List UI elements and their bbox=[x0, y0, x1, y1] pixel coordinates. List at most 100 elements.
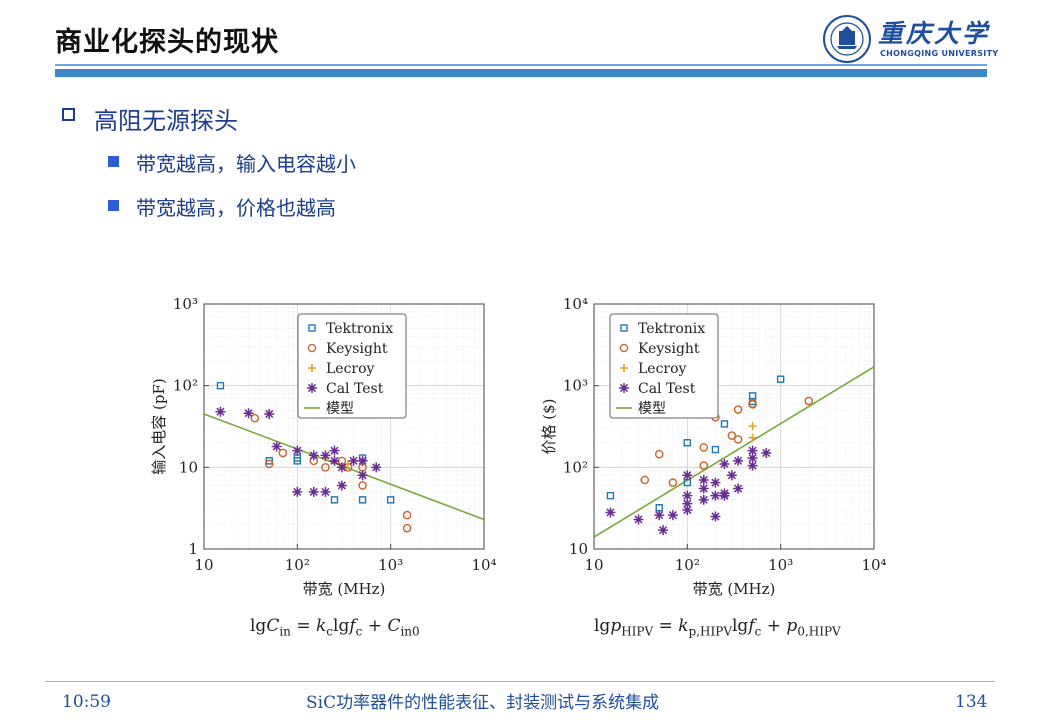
point-cal-test bbox=[336, 462, 347, 473]
point-cal-test bbox=[726, 470, 737, 481]
point-cal-test bbox=[633, 514, 644, 525]
sub-bullet-1: 带宽越高，输入电容越小 bbox=[136, 152, 356, 176]
point-cal-test bbox=[243, 408, 254, 419]
checkbox-bullet-icon bbox=[62, 108, 75, 121]
point-cal-test bbox=[710, 511, 721, 522]
legend-swatch bbox=[308, 324, 316, 332]
point-cal-test bbox=[719, 458, 730, 469]
y-tick-label: 10 bbox=[179, 458, 198, 476]
legend-label: 模型 bbox=[326, 401, 354, 417]
square-bullet-icon bbox=[108, 200, 119, 211]
point-cal-test bbox=[348, 455, 359, 466]
point-keysight bbox=[402, 523, 412, 533]
x-axis-label: 带宽 (MHz) bbox=[303, 580, 386, 598]
bullet-main: 高阻无源探头 bbox=[94, 107, 238, 135]
point-tektronix bbox=[358, 496, 367, 504]
legend-label: Cal Test bbox=[638, 381, 696, 397]
plot-frame bbox=[593, 303, 875, 550]
y-tick-label: 10² bbox=[563, 458, 588, 476]
point-cal-test bbox=[215, 406, 226, 417]
point-keysight bbox=[278, 448, 288, 458]
y-axis-label: 输入电容 (pF) bbox=[150, 378, 168, 474]
university-logo-english: CHONGQING UNIVERSITY bbox=[880, 49, 999, 58]
legend-swatch bbox=[619, 343, 629, 353]
point-cal-test bbox=[733, 483, 744, 494]
point-tektronix bbox=[606, 491, 615, 500]
point-cal-test bbox=[682, 498, 693, 509]
point-cal-test bbox=[292, 486, 303, 497]
point-keysight bbox=[250, 413, 260, 423]
point-cal-test bbox=[320, 450, 331, 461]
point-cal-test bbox=[719, 488, 730, 499]
chart-price: 10 10² 10³ 10⁴ 10 10² 10³ 10⁴ 带宽 (MHz) 价格 ($) Tekt… bbox=[540, 295, 887, 598]
model-fit-line bbox=[593, 366, 875, 538]
y-axis-label: 价格 ($) bbox=[540, 398, 558, 454]
legend-label: Keysight bbox=[638, 341, 700, 357]
university-seal-icon bbox=[822, 14, 872, 64]
point-lecroy bbox=[748, 422, 757, 431]
footer-time: 10:59 bbox=[62, 692, 111, 712]
point-lecroy bbox=[748, 433, 757, 442]
legend-label: Cal Test bbox=[326, 381, 384, 397]
legend-label: Keysight bbox=[326, 341, 388, 357]
legend-label: 模型 bbox=[638, 401, 666, 417]
point-keysight bbox=[358, 481, 367, 490]
point-tektronix bbox=[265, 457, 273, 465]
formula-left: lgCin = kclgfc + Cin0 bbox=[250, 616, 420, 639]
point-cal-test bbox=[733, 455, 744, 466]
point-keysight bbox=[264, 459, 274, 469]
legend-box bbox=[297, 313, 407, 419]
point-cal-test bbox=[658, 525, 669, 536]
point-keysight bbox=[733, 435, 743, 444]
point-cal-test bbox=[271, 441, 282, 452]
point-cal-test bbox=[698, 494, 709, 505]
point-keysight bbox=[748, 399, 757, 409]
point-cal-test bbox=[336, 480, 347, 491]
point-keysight bbox=[699, 461, 709, 470]
y-tick-label: 10³ bbox=[173, 295, 198, 313]
legend-swatch bbox=[620, 364, 628, 372]
y-tick-label: 1 bbox=[188, 540, 198, 558]
point-tektronix bbox=[216, 381, 225, 390]
y-tick-label: 10³ bbox=[563, 377, 588, 395]
point-keysight bbox=[804, 396, 814, 406]
legend-label: Lecroy bbox=[326, 361, 375, 377]
point-cal-test bbox=[710, 490, 721, 501]
x-tick-label: 10² bbox=[285, 556, 310, 574]
point-cal-test bbox=[682, 470, 693, 481]
point-cal-test bbox=[329, 455, 340, 466]
point-cal-test bbox=[357, 455, 368, 466]
point-tektronix bbox=[683, 439, 692, 447]
legend-label: Tektronix bbox=[326, 321, 393, 337]
point-cal-test bbox=[308, 486, 319, 497]
x-tick-label: 10³ bbox=[768, 556, 793, 574]
point-keysight bbox=[727, 431, 737, 440]
y-tick-label: 10 bbox=[569, 540, 588, 558]
point-keysight bbox=[640, 475, 650, 485]
point-keysight bbox=[402, 510, 412, 520]
point-tektronix bbox=[776, 375, 785, 383]
point-keysight bbox=[733, 405, 743, 414]
point-cal-test bbox=[371, 462, 382, 473]
point-cal-test bbox=[747, 460, 758, 471]
legend-swatch bbox=[308, 364, 316, 372]
point-cal-test bbox=[698, 483, 709, 494]
point-tektronix bbox=[711, 445, 720, 454]
point-cal-test bbox=[264, 408, 275, 419]
point-keysight bbox=[699, 443, 709, 452]
legend-box bbox=[609, 313, 719, 419]
point-cal-test bbox=[667, 510, 678, 521]
point-cal-test bbox=[747, 445, 758, 456]
x-axis-label: 带宽 (MHz) bbox=[693, 580, 776, 598]
point-cal-test bbox=[761, 447, 772, 458]
point-cal-test bbox=[682, 505, 693, 516]
point-cal-test bbox=[710, 477, 721, 488]
x-tick-label: 10⁴ bbox=[861, 556, 886, 574]
legend-swatch bbox=[307, 343, 317, 353]
point-keysight bbox=[668, 478, 678, 487]
legend-swatch bbox=[307, 383, 317, 393]
point-cal-test bbox=[320, 486, 331, 497]
plot-frame bbox=[203, 303, 485, 550]
sub-bullet-2: 带宽越高，价格也越高 bbox=[136, 196, 336, 220]
